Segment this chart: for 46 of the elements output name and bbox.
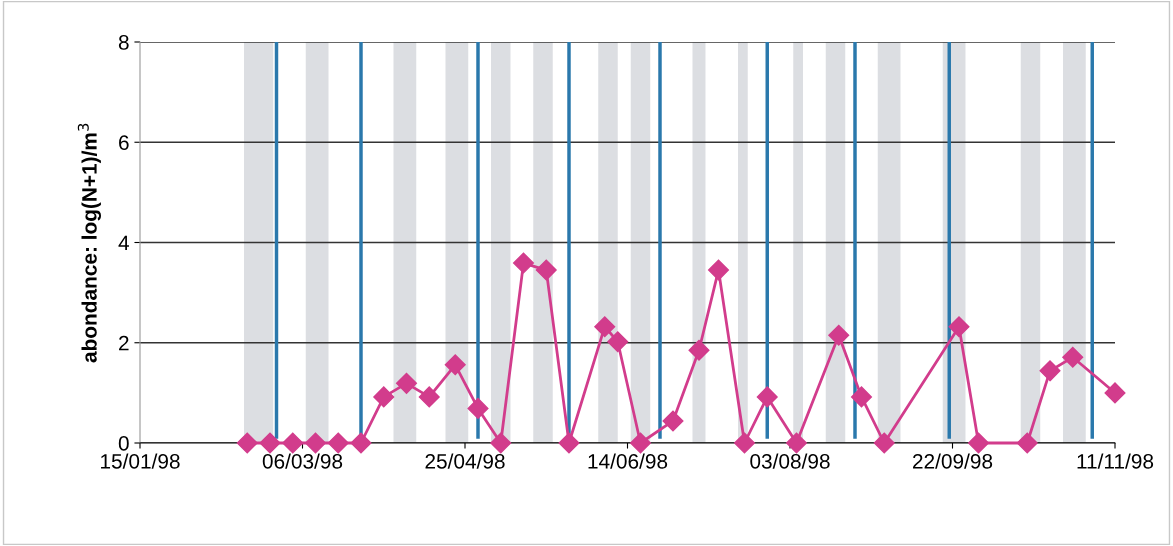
point bbox=[418, 386, 440, 408]
point bbox=[828, 324, 850, 346]
point bbox=[850, 386, 873, 408]
point bbox=[304, 432, 327, 454]
point bbox=[535, 259, 557, 281]
point bbox=[558, 432, 580, 454]
y-tick-label: 6 bbox=[119, 135, 129, 150]
point bbox=[373, 386, 395, 408]
x-tick-label: 06/03/98 bbox=[262, 453, 343, 469]
y-tick-label: 2 bbox=[119, 335, 129, 351]
point bbox=[948, 316, 970, 338]
y-tick-label: 0 bbox=[118, 436, 129, 451]
x-tick-label: 22/09/98 bbox=[913, 453, 993, 469]
x-tick-label: 03/08/98 bbox=[750, 453, 830, 469]
point bbox=[873, 432, 895, 454]
point bbox=[629, 432, 652, 454]
point bbox=[785, 432, 808, 454]
x-tick-label: 11/11/98 bbox=[1077, 453, 1154, 469]
x-tick-label: 14/06/98 bbox=[588, 453, 668, 469]
point bbox=[688, 339, 710, 361]
point bbox=[490, 432, 512, 454]
point bbox=[756, 386, 778, 408]
point bbox=[327, 432, 349, 454]
y-tick-label: 4 bbox=[118, 235, 129, 251]
point bbox=[1016, 432, 1038, 454]
point bbox=[1039, 360, 1061, 382]
point bbox=[467, 397, 489, 419]
point bbox=[395, 372, 418, 394]
point bbox=[967, 432, 990, 454]
point bbox=[512, 252, 535, 274]
point bbox=[350, 432, 372, 454]
y-axis-title: abondance: log(N+1)/m$^{3}$ bbox=[77, 123, 101, 363]
point bbox=[444, 354, 466, 376]
point bbox=[707, 259, 730, 281]
point bbox=[733, 432, 756, 454]
x-tick-label: 25/04/98 bbox=[425, 453, 505, 469]
point bbox=[662, 410, 684, 432]
point bbox=[607, 331, 629, 353]
x-tick-label: 15/01/98 bbox=[101, 453, 180, 469]
point bbox=[594, 316, 616, 338]
point bbox=[1062, 346, 1084, 368]
y-tick-label: 8 bbox=[118, 35, 129, 50]
point bbox=[236, 432, 258, 454]
point bbox=[282, 432, 304, 454]
point bbox=[1104, 382, 1126, 404]
point bbox=[259, 432, 281, 454]
